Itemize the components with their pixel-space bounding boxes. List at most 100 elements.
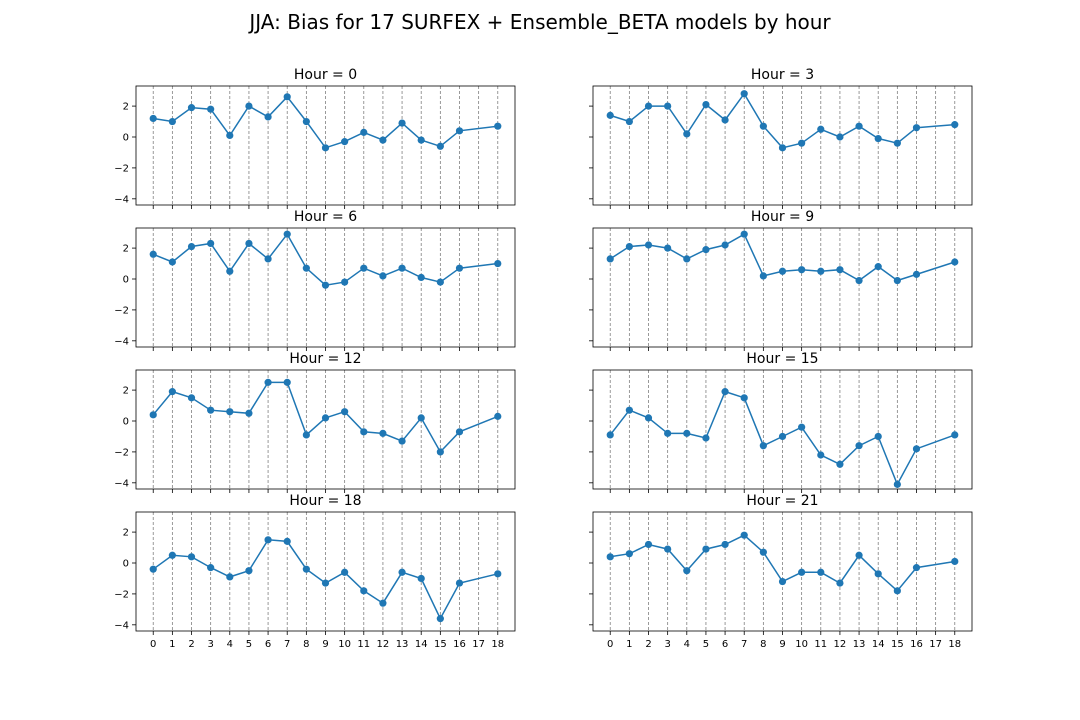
data-point <box>226 267 234 275</box>
data-point <box>168 117 176 126</box>
subplot-title: Hour = 18 <box>289 493 361 509</box>
axes-frame <box>592 85 973 206</box>
data-point <box>341 568 349 576</box>
axes-frame <box>592 227 973 348</box>
subplot-title: Hour = 9 <box>751 209 814 225</box>
data-point <box>245 239 253 248</box>
x-tick-label: 18 <box>948 639 961 650</box>
data-point <box>893 587 901 595</box>
x-tick-label: 5 <box>246 639 252 650</box>
data-point <box>341 278 349 286</box>
data-point <box>644 102 653 110</box>
data-point <box>321 579 330 587</box>
y-tick-label: −4 <box>114 478 129 489</box>
x-tick-label: 12 <box>834 639 847 650</box>
data-point <box>664 429 672 437</box>
data-point <box>683 429 691 437</box>
x-tick-label: 13 <box>396 639 409 650</box>
data-point <box>702 100 710 109</box>
data-point <box>625 117 633 126</box>
data-point <box>321 281 330 289</box>
data-point <box>494 259 502 268</box>
data-point <box>874 134 882 143</box>
subplot-title: Hour = 15 <box>746 351 818 367</box>
x-tick-label: 9 <box>322 639 328 650</box>
data-point <box>778 432 787 441</box>
x-tick-label: 6 <box>722 639 728 650</box>
y-tick-label: −2 <box>114 589 129 600</box>
data-point <box>207 105 215 113</box>
data-point <box>436 142 444 150</box>
data-point <box>893 276 901 285</box>
data-point <box>455 428 464 436</box>
subplot-panel: Hour = 6 −4 −2 0 2 <box>114 209 516 351</box>
data-point <box>664 102 672 110</box>
data-point <box>702 434 710 442</box>
data-point <box>778 144 787 152</box>
figure-title: JJA: Bias for 17 SURFEX + Ensemble_BETA … <box>247 10 831 34</box>
data-point <box>283 230 291 238</box>
data-point <box>283 378 291 386</box>
data-point <box>912 445 921 453</box>
subplot-title: Hour = 21 <box>746 493 818 509</box>
bias-series-line <box>152 539 498 621</box>
data-point <box>606 111 614 119</box>
data-point <box>302 117 310 126</box>
data-point <box>683 255 691 263</box>
y-tick-label: 2 <box>123 528 129 539</box>
x-tick-label: 1 <box>626 639 632 650</box>
data-point <box>398 264 406 272</box>
data-point <box>494 122 502 130</box>
data-point <box>740 531 748 539</box>
x-tick-label: 10 <box>338 639 351 650</box>
data-point <box>817 267 825 275</box>
data-point <box>245 409 253 417</box>
data-point <box>168 551 176 559</box>
subplot-panel: Hour = 12 −4 −2 0 2 <box>114 351 516 493</box>
data-point <box>912 270 921 278</box>
data-point <box>321 414 330 422</box>
data-point <box>226 131 234 140</box>
subplot-panel: Hour = 210 1 2 3 4 5 6 7 8 9 10 11 12 13 14 15 16 17 18 <box>589 493 973 650</box>
subplot-title: Hour = 12 <box>289 351 361 367</box>
axes-frame <box>135 511 516 632</box>
data-point <box>417 136 425 144</box>
x-tick-label: 12 <box>377 639 390 650</box>
data-point <box>264 113 272 121</box>
data-point <box>398 568 406 576</box>
y-tick-label: 2 <box>123 244 129 255</box>
data-point <box>778 267 787 275</box>
data-point <box>360 587 368 595</box>
data-point <box>625 406 633 414</box>
data-point <box>187 553 196 561</box>
data-point <box>836 460 844 468</box>
data-point <box>855 276 863 285</box>
data-point <box>625 550 633 558</box>
data-point <box>187 394 196 402</box>
data-point <box>494 412 502 420</box>
data-point <box>625 242 633 251</box>
data-point <box>759 442 767 450</box>
data-point <box>606 431 614 439</box>
data-point <box>398 119 406 127</box>
data-point <box>798 423 806 431</box>
y-tick-label: −2 <box>114 305 129 316</box>
y-tick-label: 0 <box>123 417 129 428</box>
subplot-panel: Hour = 15 <box>589 351 973 493</box>
data-point <box>721 540 729 549</box>
data-point <box>721 116 729 124</box>
y-tick-label: −2 <box>114 163 129 174</box>
data-point <box>798 568 806 576</box>
data-point <box>436 448 444 456</box>
data-point <box>436 615 444 623</box>
data-point <box>740 394 748 402</box>
data-point <box>855 551 863 559</box>
data-point <box>455 127 464 135</box>
data-point <box>836 266 844 274</box>
data-point <box>168 388 176 396</box>
data-point <box>283 537 291 545</box>
axes-frame <box>592 369 973 490</box>
data-point <box>836 579 844 587</box>
data-point <box>606 255 614 263</box>
